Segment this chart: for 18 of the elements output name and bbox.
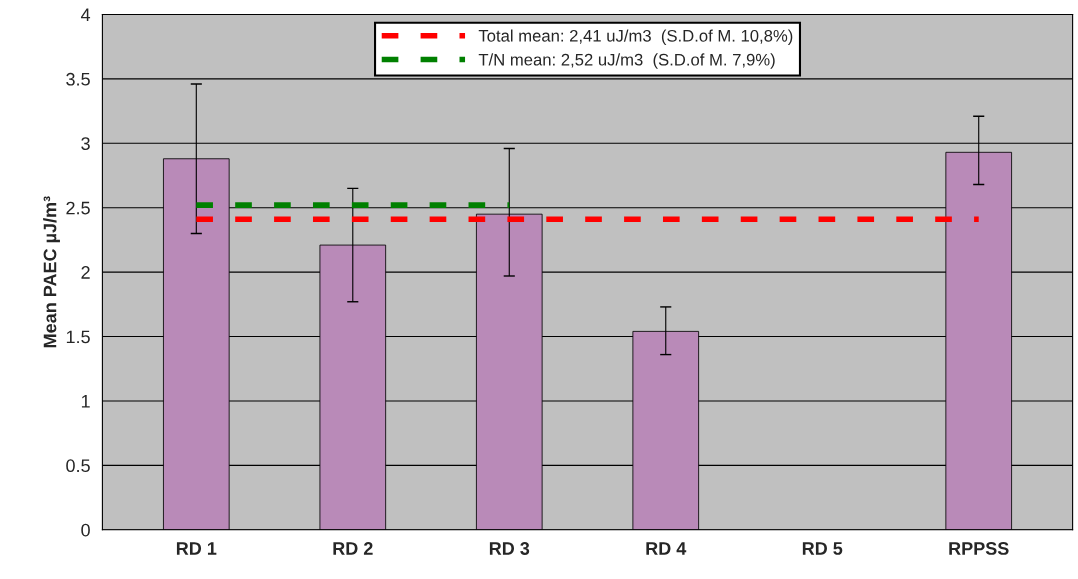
x-tick-label: RD 1 — [176, 542, 217, 555]
x-tick-label: RD 2 — [333, 542, 373, 555]
y-tick-label: 1 — [81, 395, 90, 408]
y-tick-label: 0 — [81, 523, 90, 537]
x-tick-label: RD 5 — [802, 542, 843, 555]
y-tick-label: 3.5 — [66, 72, 90, 86]
legend-label: Total mean: 2,41 uJ/m3 (S.D.of M. 10,8%) — [478, 29, 793, 45]
y-tick-label: 3 — [81, 137, 90, 151]
legend-label: T/N mean: 2,52 uJ/m3 (S.D.of M. 7,9%) — [478, 53, 775, 69]
y-tick-label: 2.5 — [66, 201, 90, 215]
y-axis-title: Mean PAEC µJ/m³ — [43, 196, 60, 348]
y-tick-label: 4 — [80, 8, 91, 22]
x-tick-label: RD 3 — [489, 542, 530, 555]
y-tick-label: 2 — [81, 266, 90, 279]
y-tick-label: 0.5 — [66, 459, 90, 473]
x-tick-label: RPPSS — [949, 542, 1009, 555]
x-tick-label: RD 4 — [646, 542, 687, 555]
y-tick-label: 1.5 — [66, 330, 90, 344]
